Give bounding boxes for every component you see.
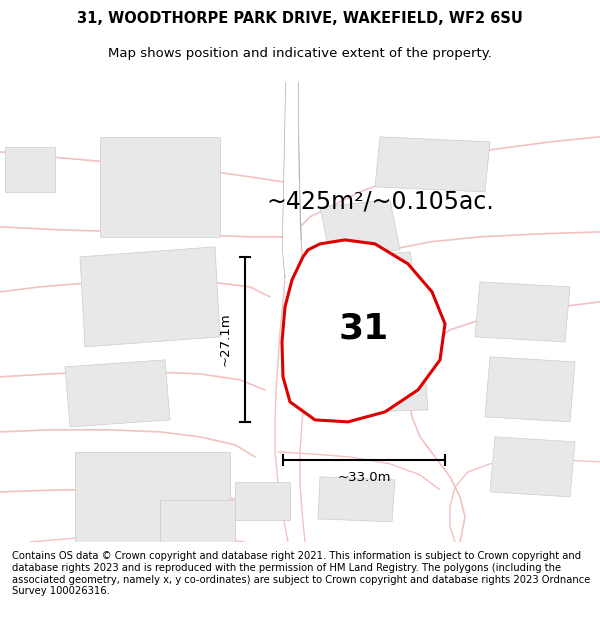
Text: ~33.0m: ~33.0m (337, 471, 391, 484)
Polygon shape (160, 500, 235, 542)
Polygon shape (485, 357, 575, 422)
Polygon shape (320, 200, 400, 257)
Text: Contains OS data © Crown copyright and database right 2021. This information is : Contains OS data © Crown copyright and d… (12, 551, 590, 596)
Polygon shape (75, 452, 230, 542)
Text: ~425m²/~0.105ac.: ~425m²/~0.105ac. (266, 190, 494, 214)
Polygon shape (80, 247, 220, 347)
Polygon shape (100, 137, 220, 237)
Text: 31: 31 (338, 312, 389, 346)
Polygon shape (5, 147, 55, 192)
Polygon shape (475, 282, 570, 342)
Polygon shape (340, 252, 418, 302)
Text: 31, WOODTHORPE PARK DRIVE, WAKEFIELD, WF2 6SU: 31, WOODTHORPE PARK DRIVE, WAKEFIELD, WF… (77, 11, 523, 26)
Polygon shape (375, 137, 490, 192)
Polygon shape (283, 82, 301, 277)
Polygon shape (235, 482, 290, 520)
Polygon shape (490, 437, 575, 497)
Polygon shape (365, 370, 428, 412)
Text: ~27.1m: ~27.1m (218, 312, 232, 366)
Text: Map shows position and indicative extent of the property.: Map shows position and indicative extent… (108, 47, 492, 59)
Polygon shape (360, 314, 430, 360)
Polygon shape (282, 240, 445, 422)
Polygon shape (318, 477, 395, 522)
Polygon shape (65, 360, 170, 427)
